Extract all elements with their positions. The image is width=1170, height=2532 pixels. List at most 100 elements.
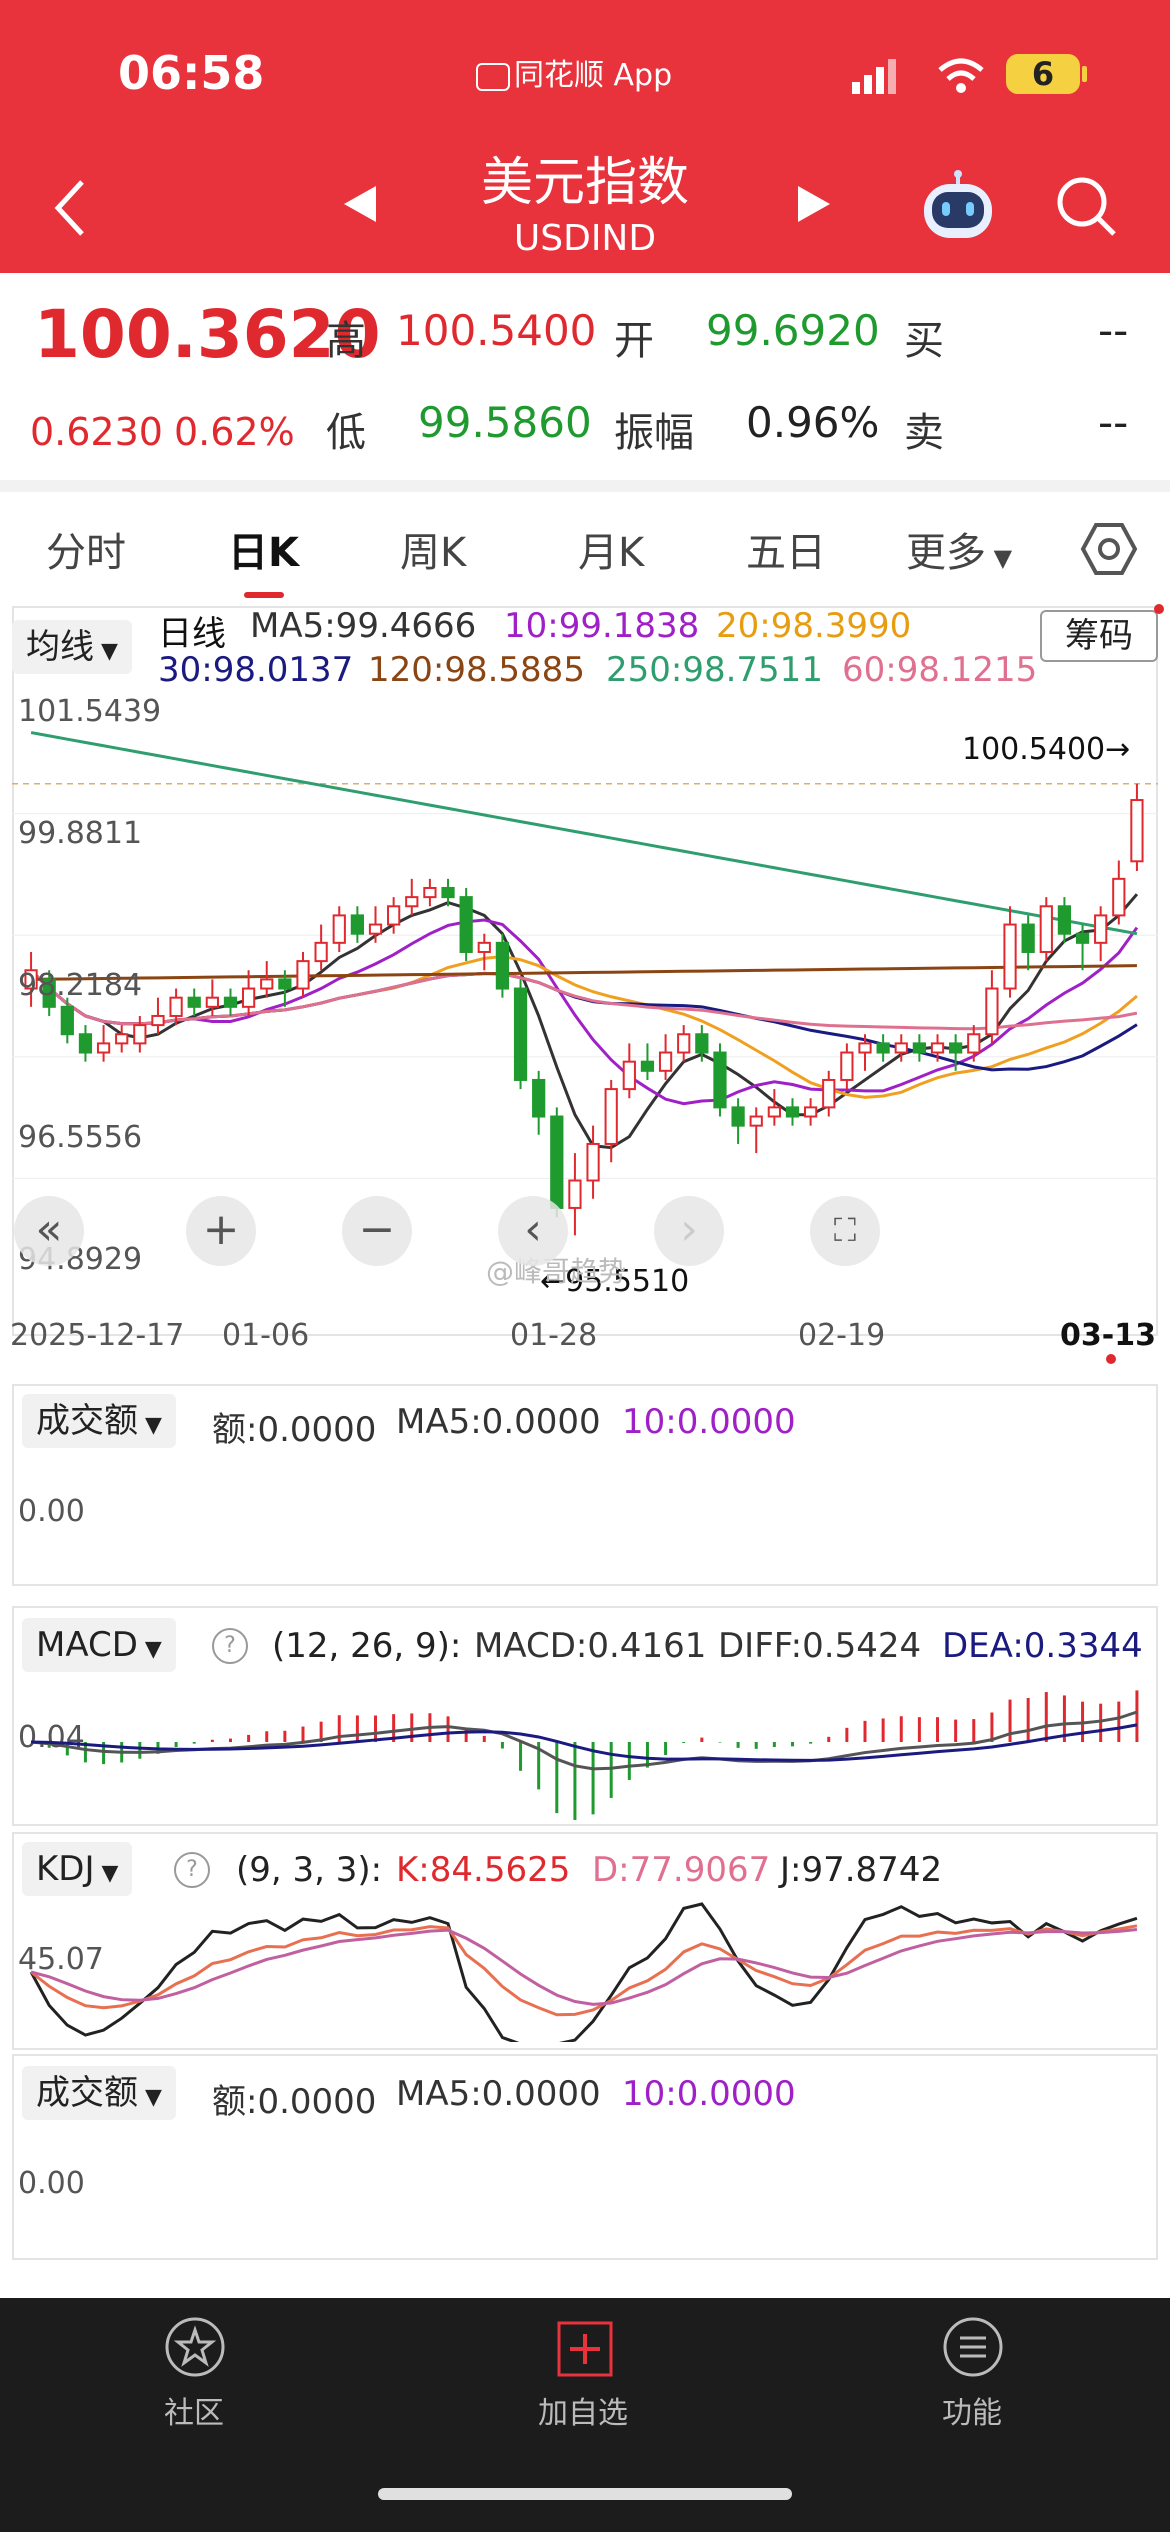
- ma60-line: [29, 969, 1138, 1031]
- buy-value: --: [1098, 306, 1129, 355]
- menu-icon: [943, 2317, 1003, 2377]
- candle: [731, 1106, 745, 1127]
- kdj-params: (9, 3, 3):: [236, 1850, 383, 1890]
- candle: [1057, 905, 1072, 935]
- volume-panel: [12, 1384, 1158, 1586]
- y-tick: 0.00: [18, 2166, 85, 2201]
- candle: [350, 914, 365, 935]
- candle: [622, 1060, 636, 1091]
- macd-selector[interactable]: MACD ▼: [22, 1618, 176, 1672]
- caret-down-icon: ▼: [94, 639, 118, 664]
- candle: [133, 1024, 147, 1045]
- ma-selector[interactable]: 均线 ▼: [12, 620, 132, 674]
- scroll-left-fast-button[interactable]: «: [14, 1196, 84, 1266]
- notification-dot: [1154, 604, 1164, 614]
- stock-code: USDIND: [513, 218, 657, 259]
- kdj-selector[interactable]: KDJ ▼: [22, 1842, 133, 1896]
- candle: [894, 1042, 908, 1054]
- volume-ma10: 10:0.0000: [622, 2074, 796, 2114]
- candle: [169, 996, 183, 1017]
- scroll-left-button[interactable]: ‹: [498, 1196, 568, 1266]
- candle: [477, 941, 491, 953]
- macd-chart: [30, 1690, 1139, 1820]
- high-value: 100.5400: [396, 306, 597, 355]
- nav-functions[interactable]: 功能: [918, 2308, 1028, 2438]
- x-tick: 02-19: [798, 1318, 886, 1353]
- low-label: 低: [326, 410, 366, 456]
- ma250-line: [30, 731, 1138, 936]
- home-indicator: [378, 2488, 792, 2500]
- y-tick: 98.2184: [18, 968, 143, 1003]
- dea-line: [31, 1723, 1138, 1762]
- ma5-line: [29, 893, 1139, 1150]
- latest-marker-dot: [1106, 1354, 1116, 1364]
- next-stock-icon[interactable]: [796, 184, 832, 224]
- candle: [749, 1115, 763, 1127]
- tab-more[interactable]: 更多 ▼: [906, 530, 1013, 576]
- candle: [223, 996, 238, 1008]
- high-label: 高: [326, 318, 366, 364]
- volume-ma5: MA5:0.0000: [396, 1402, 601, 1442]
- chip-button[interactable]: 筹码: [1040, 610, 1158, 662]
- candle: [1130, 799, 1144, 863]
- nav-label: 加自选: [538, 2396, 628, 2431]
- open-label: 开: [614, 318, 654, 364]
- ma250-value: 250:98.7511: [606, 650, 823, 690]
- tab-daily-k[interactable]: 日K: [228, 530, 299, 576]
- x-tick: 01-28: [510, 1318, 598, 1353]
- tab-monthly-k[interactable]: 月K: [578, 530, 645, 576]
- candle: [840, 1051, 854, 1081]
- battery-tip: [1082, 66, 1087, 82]
- scroll-right-button[interactable]: ›: [654, 1196, 724, 1266]
- tab-weekly-k[interactable]: 周K: [400, 530, 467, 576]
- page-title: 美元指数: [480, 153, 689, 213]
- open-value: 99.6920: [706, 306, 880, 355]
- candle: [967, 1033, 981, 1054]
- candle: [876, 1042, 890, 1054]
- back-icon[interactable]: [50, 178, 90, 238]
- candle: [604, 1088, 618, 1145]
- volume-selector[interactable]: 成交额 ▼: [22, 1394, 176, 1448]
- diff-value: DIFF:0.5424: [718, 1626, 922, 1666]
- ma60-value: 60:98.1215: [842, 650, 1038, 690]
- nav-community[interactable]: 社区: [140, 2308, 250, 2438]
- kline-chart[interactable]: [12, 692, 1158, 1300]
- status-time: 06:58: [118, 46, 265, 100]
- zoom-out-button[interactable]: −: [342, 1196, 412, 1266]
- fullscreen-button[interactable]: ⛶: [810, 1196, 880, 1266]
- ma120-line: [31, 964, 1137, 981]
- candle: [713, 1051, 727, 1109]
- help-icon[interactable]: ?: [174, 1852, 210, 1888]
- add-watchlist-icon: [557, 2321, 613, 2377]
- candle: [803, 1106, 818, 1118]
- tab-intraday[interactable]: 分时: [46, 530, 126, 576]
- nav-label: 功能: [942, 2396, 1002, 2431]
- ma30-value: 30:98.0137: [158, 650, 354, 690]
- settings-hex-icon[interactable]: [1080, 522, 1138, 576]
- candle: [405, 896, 419, 908]
- macd-panel: [12, 1606, 1158, 1826]
- k-value: K:84.5625: [396, 1850, 571, 1890]
- zoom-in-button[interactable]: +: [186, 1196, 256, 1266]
- candle: [459, 896, 473, 953]
- robot-assistant-icon[interactable]: [918, 170, 998, 242]
- candle: [24, 969, 38, 990]
- d-value: D:77.9067: [592, 1850, 771, 1890]
- x-tick: 2025-12-17: [10, 1318, 185, 1353]
- macd-params: (12, 26, 9):: [272, 1626, 462, 1666]
- macd-value: MACD:0.4161: [474, 1626, 707, 1666]
- signal-icon: [852, 59, 896, 94]
- prev-stock-icon[interactable]: [342, 184, 378, 224]
- help-icon[interactable]: ?: [212, 1628, 248, 1664]
- volume-selector-2[interactable]: 成交额 ▼: [22, 2066, 176, 2120]
- caret-down-icon: ▼: [138, 2085, 162, 2110]
- tab-five-day[interactable]: 五日: [746, 530, 826, 576]
- candle: [930, 1042, 945, 1054]
- status-app-name: 同花顺 App: [476, 50, 672, 94]
- candle: [423, 886, 437, 899]
- sell-label: 卖: [904, 410, 944, 456]
- buy-label: 买: [904, 318, 944, 364]
- nav-add-watchlist[interactable]: 加自选: [526, 2308, 646, 2438]
- search-icon[interactable]: [1054, 174, 1118, 238]
- candle: [568, 1179, 582, 1209]
